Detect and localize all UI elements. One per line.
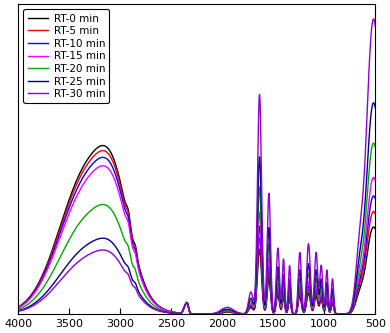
RT-25 min xyxy=(146,302,151,306)
RT-10 min xyxy=(161,307,166,311)
RT-25 min xyxy=(161,310,166,314)
Legend: RT-0 min, RT-5 min, RT-10 min, RT-15 min, RT-20 min, RT-25 min, RT-30 min: RT-0 min, RT-5 min, RT-10 min, RT-15 min… xyxy=(23,9,110,103)
RT-25 min xyxy=(371,101,376,105)
RT-5 min xyxy=(298,294,303,298)
RT-5 min xyxy=(43,267,48,271)
RT-25 min xyxy=(298,273,303,277)
RT-30 min xyxy=(337,312,341,316)
RT-20 min xyxy=(204,312,209,316)
Line: RT-20 min: RT-20 min xyxy=(18,143,375,314)
RT-5 min xyxy=(373,212,378,216)
RT-5 min xyxy=(204,312,209,316)
RT-30 min xyxy=(43,294,48,298)
RT-20 min xyxy=(16,307,21,311)
RT-30 min xyxy=(204,312,209,316)
RT-5 min xyxy=(244,311,248,315)
RT-30 min xyxy=(146,304,151,308)
Line: RT-10 min: RT-10 min xyxy=(18,157,375,314)
RT-0 min xyxy=(146,290,151,294)
RT-25 min xyxy=(43,291,48,295)
RT-10 min xyxy=(337,312,341,316)
RT-10 min xyxy=(146,292,151,296)
RT-15 min xyxy=(16,306,21,310)
RT-30 min xyxy=(244,310,248,314)
RT-5 min xyxy=(16,305,21,309)
RT-15 min xyxy=(146,293,151,297)
RT-10 min xyxy=(298,291,303,295)
RT-15 min xyxy=(298,288,303,292)
RT-0 min xyxy=(298,297,303,301)
RT-25 min xyxy=(373,106,378,110)
RT-0 min xyxy=(373,227,378,231)
RT-30 min xyxy=(16,309,21,313)
RT-0 min xyxy=(161,307,166,311)
RT-0 min xyxy=(337,312,341,316)
RT-20 min xyxy=(373,145,378,149)
RT-30 min xyxy=(371,17,376,21)
RT-15 min xyxy=(161,307,166,311)
Line: RT-25 min: RT-25 min xyxy=(18,103,375,314)
RT-0 min xyxy=(101,144,105,148)
RT-25 min xyxy=(244,310,248,314)
RT-15 min xyxy=(101,164,105,168)
RT-5 min xyxy=(337,312,341,316)
RT-25 min xyxy=(337,312,341,316)
RT-20 min xyxy=(244,311,248,315)
RT-20 min xyxy=(298,281,303,285)
Line: RT-0 min: RT-0 min xyxy=(18,146,375,314)
RT-0 min xyxy=(204,312,209,316)
RT-20 min xyxy=(161,309,166,313)
RT-10 min xyxy=(16,306,21,310)
RT-15 min xyxy=(43,271,48,275)
RT-10 min xyxy=(244,311,248,315)
RT-10 min xyxy=(101,155,105,159)
RT-20 min xyxy=(371,141,376,145)
RT-0 min xyxy=(244,311,248,315)
RT-15 min xyxy=(373,178,378,182)
Line: RT-15 min: RT-15 min xyxy=(18,166,375,314)
RT-5 min xyxy=(161,307,166,311)
RT-15 min xyxy=(337,312,341,316)
RT-10 min xyxy=(373,197,378,201)
RT-15 min xyxy=(204,312,209,316)
RT-5 min xyxy=(146,291,151,295)
RT-20 min xyxy=(43,282,48,286)
RT-10 min xyxy=(43,269,48,273)
RT-30 min xyxy=(161,310,166,314)
RT-25 min xyxy=(16,309,21,313)
RT-25 min xyxy=(204,312,209,316)
RT-10 min xyxy=(204,312,209,316)
Line: RT-5 min: RT-5 min xyxy=(18,151,375,314)
RT-15 min xyxy=(244,311,248,315)
RT-20 min xyxy=(337,312,341,316)
RT-5 min xyxy=(101,149,105,153)
RT-30 min xyxy=(373,24,378,28)
RT-0 min xyxy=(43,266,48,270)
RT-30 min xyxy=(298,258,303,262)
RT-20 min xyxy=(146,298,151,302)
RT-0 min xyxy=(16,305,21,309)
Line: RT-30 min: RT-30 min xyxy=(18,19,375,314)
